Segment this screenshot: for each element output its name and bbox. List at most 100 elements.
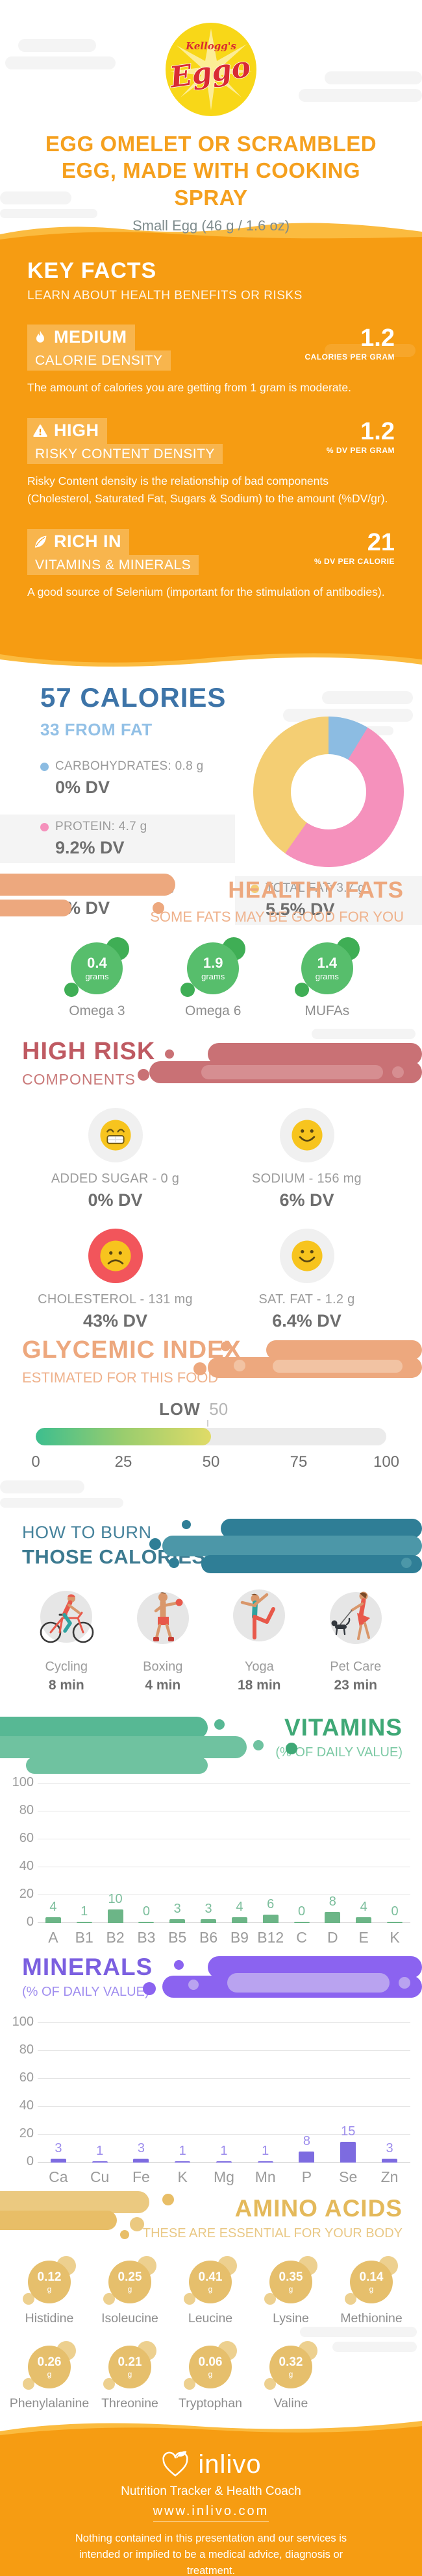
x-tick-label: B1 xyxy=(75,1929,93,1946)
fat-name: Omega 3 xyxy=(69,1003,125,1018)
y-tick-label: 60 xyxy=(19,1831,34,1845)
bar-value: 0 xyxy=(391,1904,399,1919)
fat-unit: grams xyxy=(201,971,225,981)
y-tick-label: 80 xyxy=(19,2042,34,2057)
bar xyxy=(138,1921,155,1923)
bar xyxy=(340,2141,356,2163)
boxing-icon xyxy=(136,1592,189,1644)
amino-name: Lysine xyxy=(273,2311,309,2325)
calories-section: 57 CALORIES 33 FROM FAT CARBOHYDRATES: 0… xyxy=(0,672,422,925)
y-tick-label: 80 xyxy=(19,1803,34,1817)
amino-grams: 0.26 xyxy=(37,2355,62,2369)
fact-value: 1.2 xyxy=(360,417,395,445)
blob-decoration xyxy=(0,874,182,926)
footer-url-link[interactable]: www.inlivo.com xyxy=(153,2504,269,2521)
key-fact: HIGH RISKY CONTENT DENSITY 1.2% DV PER GRA… xyxy=(27,417,395,508)
boxing-illustration xyxy=(129,1584,197,1652)
cloud-decoration xyxy=(300,2327,417,2357)
green-blob: 1.4 grams xyxy=(294,937,360,997)
x-tick-label: B6 xyxy=(199,1929,218,1946)
bars: 3 Ca 1 Cu 3 Fe 1 K 1 Mg 1 Mn 8 P 15 Se 3 Zn xyxy=(38,2023,410,2186)
fact-unit: CALORIES PER GRAM xyxy=(304,352,395,362)
bar xyxy=(107,1909,123,1923)
gridline xyxy=(38,1783,410,1784)
fact-level: MEDIUM xyxy=(54,327,127,347)
minerals-bar-chart: 0 20 40 60 80 100 3 Ca 1 Cu 3 Fe 1 K 1 Mg 1 Mn 8 P 15 Se 3 Zn xyxy=(6,2015,410,2186)
legend-item: CARBOHYDRATES: 0.8 g 0% DV xyxy=(40,754,235,803)
kelloggs-text: Kellogg's xyxy=(185,40,236,52)
fact-description: Risky Content density is the relationshi… xyxy=(27,474,388,505)
gold-blob: 0.21 g xyxy=(103,2341,156,2390)
bar xyxy=(169,1919,186,1923)
minerals-subtitle: (% OF DAILY VALUE) xyxy=(22,1985,149,1999)
amino-unit: g xyxy=(127,2369,132,2379)
cycling-illustration xyxy=(32,1584,100,1652)
amino-name: Threonine xyxy=(101,2396,158,2410)
amino-acids-row-1: 0.12 g Histidine 0.25 g Isoleucine 0.41 g Leucin… xyxy=(0,2256,422,2326)
bar-value: 8 xyxy=(303,2133,311,2148)
risk-label: SAT. FAT - 1.2 g xyxy=(258,1292,355,1306)
high-risk-title: HIGH RISK xyxy=(22,1038,156,1065)
blob-decoration xyxy=(193,1340,422,1390)
sad-face-icon xyxy=(99,1240,131,1271)
amino-acid-item: 0.25 g Isoleucine xyxy=(90,2256,170,2326)
bar-group: 6 B12 xyxy=(257,1784,284,1946)
bar-value: 3 xyxy=(173,1901,181,1916)
key-fact: MEDIUM CALORIE DENSITY 1.2 CALORIES PER GRA… xyxy=(27,325,395,397)
bar xyxy=(262,1915,279,1923)
amino-name: Phenylalanine xyxy=(9,2396,90,2410)
high-risk-subtitle: COMPONENTS xyxy=(22,1071,136,1088)
grin-face-icon xyxy=(99,1120,131,1151)
fat-name: Omega 6 xyxy=(185,1003,242,1018)
healthy-fat-item: 1.4 grams MUFAs xyxy=(294,937,360,1019)
bar xyxy=(387,1921,403,1923)
x-tick-label: B12 xyxy=(257,1929,284,1946)
risk-dv: 6.4% DV xyxy=(272,1311,341,1331)
gridline xyxy=(38,2106,410,2107)
bar-value: 3 xyxy=(137,2141,145,2155)
amino-unit: g xyxy=(47,2369,52,2379)
wave-divider xyxy=(0,2421,422,2443)
leaf-icon xyxy=(34,535,47,548)
amino-unit: g xyxy=(208,2284,213,2294)
bar-group: 1 Mg xyxy=(214,2023,234,2186)
activity-name: Cycling xyxy=(45,1660,88,1674)
bar-value: 6 xyxy=(267,1897,275,1912)
gold-blob: 0.14 g xyxy=(345,2256,398,2305)
gold-blob: 0.32 g xyxy=(264,2341,317,2390)
activity-name: Boxing xyxy=(143,1660,183,1674)
blob-decoration xyxy=(149,1519,422,1581)
amino-name: Isoleucine xyxy=(101,2311,158,2325)
fact-label-badge: VITAMINS & MINERALS xyxy=(27,554,199,575)
bar-group: 1 B1 xyxy=(75,1784,93,1946)
healthy-fat-item: 1.9 grams Omega 6 xyxy=(180,937,246,1019)
green-blob: 1.9 grams xyxy=(180,937,246,997)
amino-acid-item: 0.14 g Methionine xyxy=(331,2256,412,2326)
bar-value: 1 xyxy=(96,2143,104,2158)
fact-label: CALORIE DENSITY xyxy=(35,352,163,368)
glycemic-scale-label: 0 xyxy=(31,1453,40,1471)
bar xyxy=(216,2161,232,2163)
activity-time: 4 min xyxy=(145,1678,181,1693)
glycemic-title: GLYCEMIC INDEX xyxy=(22,1336,242,1364)
bar-value: 1 xyxy=(179,2143,186,2158)
x-tick-label: D xyxy=(327,1929,338,1946)
petcare-illustration xyxy=(322,1584,390,1652)
fact-label: VITAMINS & MINERALS xyxy=(35,557,192,572)
amino-acids-subtitle: THESE ARE ESSENTIAL FOR YOUR BODY xyxy=(142,2226,403,2240)
amino-acid-item: 0.21 g Threonine xyxy=(90,2341,170,2411)
bar-group: 1 Mn xyxy=(255,2023,276,2186)
footer-disclaimer: Nothing contained in this presentation a… xyxy=(75,2533,347,2576)
amino-acid-item: 0.35 g Lysine xyxy=(251,2256,331,2326)
key-facts-heading: KEY FACTS xyxy=(27,258,157,283)
x-tick-label: B2 xyxy=(106,1929,125,1946)
amino-unit: g xyxy=(127,2284,132,2294)
glycemic-scale-label: 100 xyxy=(373,1453,400,1471)
header: Kellogg's Eggo EGG OMELET OR SCRAMBLED E… xyxy=(0,0,422,234)
key-facts-section: KEY FACTS LEARN ABOUT HEALTH BENEFITS OR… xyxy=(0,247,422,643)
activity-name: Yoga xyxy=(244,1660,274,1674)
glycemic-section: GLYCEMIC INDEX ESTIMATED FOR THIS FOOD L… xyxy=(0,1321,422,1512)
bar-value: 3 xyxy=(205,1901,212,1916)
